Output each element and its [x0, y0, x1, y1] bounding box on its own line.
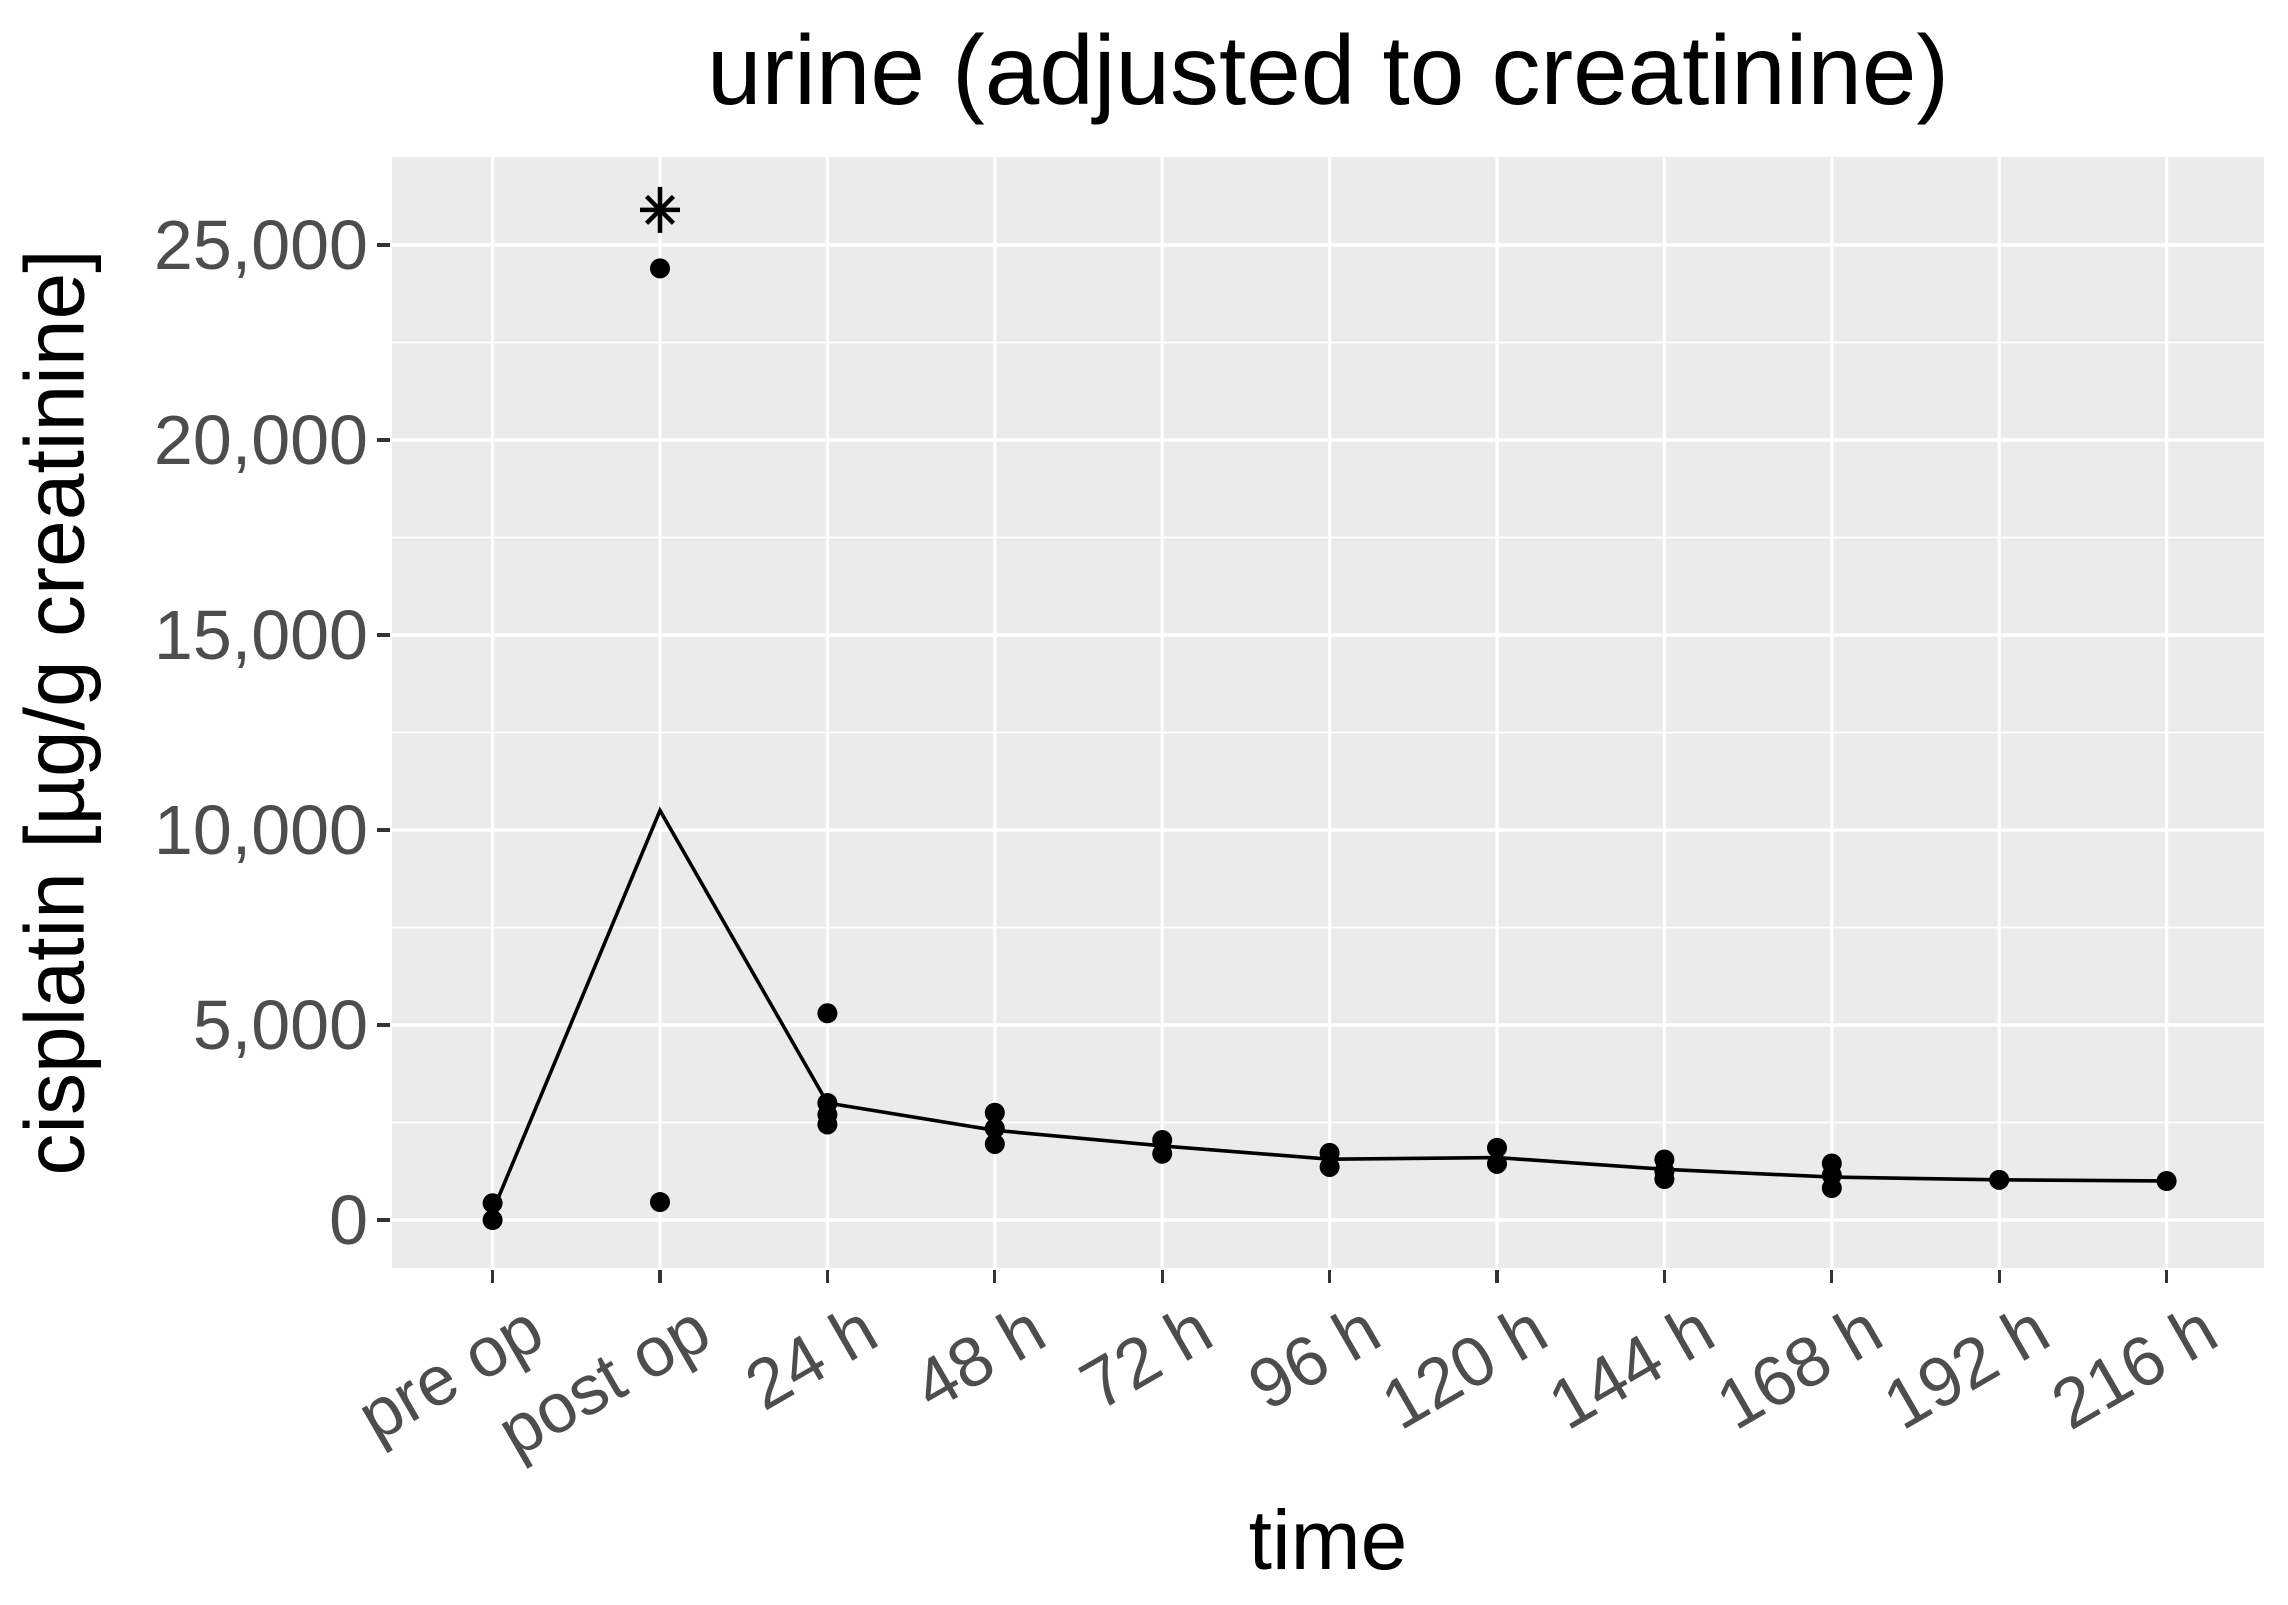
x-tick-mark	[658, 1270, 662, 1283]
x-tick-mark	[1160, 1270, 1164, 1283]
y-tick-label: 5,000	[192, 986, 368, 1064]
data-point	[650, 258, 670, 279]
data-point	[984, 1118, 1005, 1139]
plot-panel	[392, 157, 2264, 1268]
y-tick-mark	[377, 243, 390, 247]
y-tick-mark	[377, 1023, 390, 1027]
y-tick-mark	[377, 633, 390, 637]
data-point	[650, 1192, 670, 1213]
y-tick-label: 20,000	[153, 401, 368, 479]
plot-title: urine (adjusted to creatinine)	[706, 15, 1950, 125]
significance-asterisk-ray	[644, 194, 676, 225]
data-point	[1487, 1137, 1507, 1158]
data-point	[817, 1114, 838, 1135]
x-tick-mark	[1997, 1270, 2001, 1283]
data-point	[1152, 1143, 1173, 1164]
data-point	[1989, 1169, 2010, 1190]
y-tick-label: 25,000	[153, 206, 368, 284]
x-tick-mark	[1662, 1270, 1667, 1283]
data-point	[482, 1193, 503, 1214]
data-point	[984, 1133, 1005, 1154]
x-tick-mark	[2164, 1270, 2169, 1283]
x-tick-mark	[993, 1270, 997, 1283]
x-tick-mark	[1495, 1270, 1499, 1283]
y-tick-mark	[377, 828, 390, 832]
data-point	[817, 1003, 838, 1024]
y-axis-title: cisplatin [µg/g creatinine]	[0, 157, 110, 1268]
data-point	[1487, 1153, 1507, 1174]
y-tick-mark	[377, 438, 390, 442]
y-tick-label: 10,000	[153, 791, 368, 869]
data-point	[1319, 1142, 1340, 1163]
y-tick-label: 0	[329, 1181, 368, 1259]
data-point	[1654, 1169, 1675, 1190]
data-point	[482, 1210, 503, 1230]
data-point	[1319, 1156, 1340, 1177]
x-tick-mark	[825, 1270, 830, 1283]
x-tick-mark	[1830, 1270, 1834, 1283]
data-point	[2156, 1171, 2177, 1191]
plot-canvas	[392, 157, 2264, 1268]
x-tick-mark	[1327, 1270, 1332, 1283]
data-point	[1821, 1178, 1842, 1199]
data-point	[984, 1102, 1005, 1123]
x-tick-mark	[490, 1270, 495, 1283]
x-axis-title: time	[1248, 1493, 1408, 1587]
y-tick-label: 15,000	[153, 596, 368, 674]
y-tick-mark	[377, 1218, 390, 1222]
